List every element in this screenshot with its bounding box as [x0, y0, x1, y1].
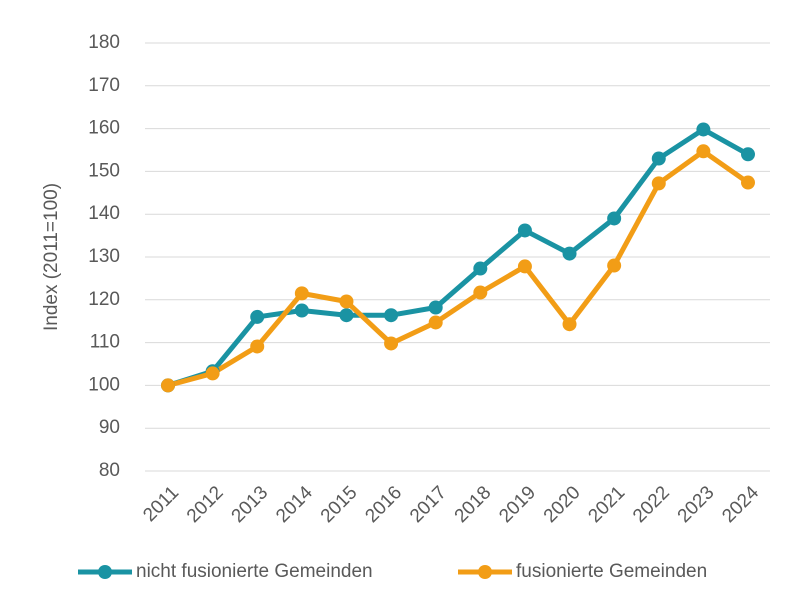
y-tick-label: 150 [88, 160, 120, 181]
x-tick-label: 2014 [272, 482, 317, 527]
data-point [294, 286, 309, 301]
x-tick-label: 2018 [451, 482, 496, 527]
data-point [607, 211, 622, 226]
series-line [167, 148, 750, 388]
data-point [517, 223, 532, 238]
x-tick-label: 2022 [629, 482, 674, 527]
legend-marker [478, 565, 492, 579]
legend-marker [98, 565, 112, 579]
x-tick-label: 2015 [317, 482, 362, 527]
series-line [167, 126, 750, 388]
x-tick-label: 2019 [495, 482, 540, 527]
data-point [651, 151, 666, 166]
x-tick-label: 2012 [183, 482, 228, 527]
data-point [250, 309, 265, 324]
data-point [607, 258, 622, 273]
y-tick-label: 140 [88, 203, 120, 224]
data-point [473, 285, 488, 300]
x-tick-label: 2021 [584, 482, 629, 527]
y-tick-label: 170 [88, 75, 120, 96]
y-tick-label: 90 [99, 417, 120, 438]
data-point [339, 294, 354, 309]
data-point [294, 303, 309, 318]
data-point [696, 144, 711, 159]
x-tick-label: 2011 [139, 482, 183, 526]
x-tick-label: 2013 [228, 482, 273, 527]
data-point [250, 339, 265, 354]
legend-label: fusionierte Gemeinden [516, 561, 707, 582]
x-tick-label: 2023 [674, 482, 719, 527]
y-tick-label: 180 [88, 32, 120, 53]
y-tick-label: 80 [99, 460, 120, 481]
data-point [696, 122, 711, 137]
y-tick-label: 100 [88, 374, 120, 395]
x-tick-label: 2020 [540, 482, 585, 527]
data-point [428, 315, 443, 330]
data-point [384, 308, 399, 323]
data-point [741, 175, 755, 190]
y-axis-label: Index (2011=100) [41, 183, 62, 331]
y-tick-label: 120 [88, 289, 120, 310]
data-point [651, 176, 666, 191]
data-point [339, 308, 354, 323]
y-tick-label: 160 [88, 118, 120, 139]
data-point [562, 317, 577, 332]
data-point [473, 261, 488, 276]
data-point [161, 378, 175, 393]
data-point [562, 246, 577, 261]
data-point [428, 300, 443, 315]
data-point [205, 366, 220, 381]
x-tick-label: 2017 [406, 482, 451, 527]
x-tick-label: 2024 [718, 482, 763, 527]
data-point [517, 259, 532, 274]
data-point [384, 336, 399, 351]
y-tick-label: 130 [88, 246, 120, 267]
y-tick-label: 110 [90, 332, 120, 353]
legend-label: nicht fusionierte Gemeinden [136, 561, 373, 582]
x-tick-label: 2016 [361, 482, 406, 527]
data-point [741, 147, 755, 162]
